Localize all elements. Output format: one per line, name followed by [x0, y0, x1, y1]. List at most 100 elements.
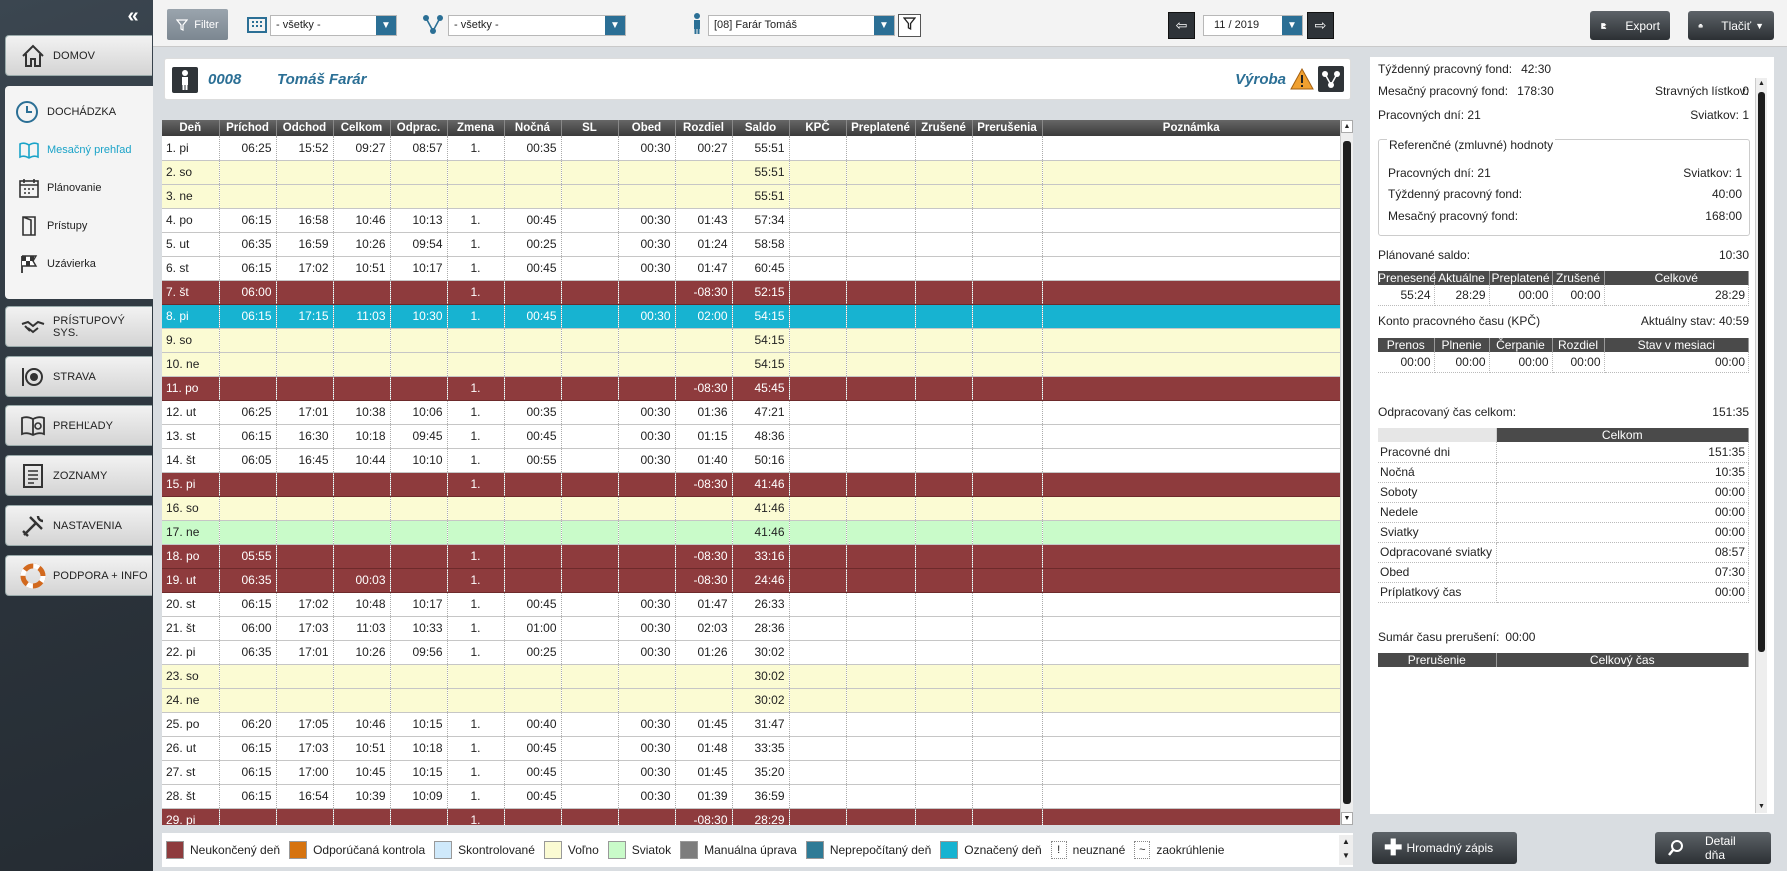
- group-select[interactable]: - všetky - ▼: [448, 15, 626, 36]
- sub-pristupy[interactable]: Prístupy: [18, 215, 87, 237]
- totals-label: Obed: [1378, 562, 1497, 583]
- scroll-thumb[interactable]: [1343, 141, 1351, 804]
- table-row[interactable]: 26. ut 06:15 17:03 10:51 10:18 1. 00:45 00:30 01…: [162, 736, 1341, 761]
- nav-strava[interactable]: STRAVA: [5, 356, 152, 397]
- table-row[interactable]: 15. pi 1. -08:30 41:46: [162, 472, 1341, 497]
- table-cell: [972, 616, 1043, 641]
- scroll-up-icon[interactable]: ▲: [1758, 80, 1765, 87]
- column-header[interactable]: Deň: [162, 120, 220, 136]
- table-row[interactable]: 25. po 06:20 17:05 10:46 10:15 1. 00:40 00:30 01…: [162, 712, 1341, 737]
- ref-workdays-row: Pracovných dní: 21 Sviatkov: 1: [1388, 166, 1742, 180]
- nav-podpora[interactable]: PODPORA + INFO: [5, 555, 152, 596]
- table-cell: 05:55: [219, 544, 277, 569]
- bulk-entry-button[interactable]: ✚ Hromadný zápis: [1372, 832, 1517, 864]
- column-header[interactable]: Odchod: [276, 120, 334, 136]
- table-row[interactable]: 20. st 06:15 17:02 10:48 10:17 1. 00:45 00:30 01…: [162, 592, 1341, 617]
- sub-planovanie[interactable]: Plánovanie: [18, 177, 101, 199]
- nav-dochadzka[interactable]: DOCHÁDZKA: [14, 99, 116, 125]
- label: Aktuálny stav:: [1640, 314, 1716, 328]
- collapse-sidebar-icon[interactable]: «: [127, 5, 139, 27]
- table-row[interactable]: 4. po 06:15 16:58 10:46 10:13 1. 00:45 00:30 01:…: [162, 208, 1341, 233]
- column-header[interactable]: Saldo: [732, 120, 790, 136]
- scroll-down-icon[interactable]: ▼: [1342, 851, 1350, 860]
- scroll-up-icon[interactable]: ▲: [1342, 837, 1350, 846]
- table-row[interactable]: 7. št 06:00 1. -08:30 52:15: [162, 280, 1341, 305]
- sidebar: « DOMOV DOCHÁDZKA Mesačný prehľad Plánov…: [0, 0, 153, 871]
- column-header[interactable]: Poznámka: [1042, 120, 1341, 136]
- scroll-down-icon[interactable]: ▼: [1758, 803, 1765, 810]
- sub-label: Uzávierka: [47, 258, 96, 270]
- hierarchy-icon: [423, 15, 443, 34]
- table-cell: 00:45: [504, 784, 562, 809]
- table-row[interactable]: 12. ut 06:25 17:01 10:38 10:06 1. 00:35 00:30 01…: [162, 400, 1341, 425]
- column-header[interactable]: Nočná: [504, 120, 562, 136]
- scroll-up-icon[interactable]: ▲: [1341, 120, 1353, 133]
- column-header[interactable]: Zrušené: [915, 120, 973, 136]
- scroll-down-icon[interactable]: ▼: [1341, 812, 1353, 825]
- nav-domov[interactable]: DOMOV: [5, 35, 152, 76]
- scroll-thumb[interactable]: [1758, 92, 1765, 652]
- day-detail-button[interactable]: Detail dňa: [1655, 832, 1771, 864]
- table-row[interactable]: 28. št 06:15 16:54 10:39 10:09 1. 00:45 00:30 01…: [162, 784, 1341, 809]
- table-row[interactable]: 11. po 1. -08:30 45:45: [162, 376, 1341, 401]
- org-select[interactable]: - všetky - ▼: [270, 15, 397, 36]
- legend-scroll[interactable]: ▲ ▼: [1339, 835, 1353, 865]
- table-row[interactable]: 19. ut 06:35 00:03 1. -08:30 24:46: [162, 568, 1341, 593]
- table-row[interactable]: 8. pi 06:15 17:15 11:03 10:30 1. 00:45 00:30 02:…: [162, 304, 1341, 329]
- column-header[interactable]: KPČ: [789, 120, 847, 136]
- table-row[interactable]: 10. ne 54:15: [162, 352, 1341, 377]
- totals-value: 10:35: [1496, 462, 1749, 483]
- print-button[interactable]: Tlačiť ▼: [1688, 11, 1774, 40]
- table-row[interactable]: 16. so 41:46: [162, 496, 1341, 521]
- table-row[interactable]: 14. št 06:05 16:45 10:44 10:10 1. 00:55 00:30 01…: [162, 448, 1341, 473]
- sub-uzavierka[interactable]: Uzávierka: [18, 253, 96, 275]
- filter-button[interactable]: Filter: [167, 9, 228, 40]
- column-header[interactable]: Preplatené: [846, 120, 916, 136]
- grid-scrollbar[interactable]: ▲ ▼: [1340, 120, 1353, 825]
- table-cell: [972, 232, 1043, 257]
- table-row[interactable]: 2. so 55:51: [162, 160, 1341, 185]
- table-row[interactable]: 22. pi 06:35 17:01 10:26 09:56 1. 00:25 00:30 01…: [162, 640, 1341, 665]
- table-cell: 1.: [447, 784, 505, 809]
- table-row[interactable]: 13. st 06:15 16:30 10:18 09:45 1. 00:45 00:30 01…: [162, 424, 1341, 449]
- nav-nastavenia[interactable]: NASTAVENIA: [5, 505, 152, 546]
- column-header[interactable]: Zmena: [447, 120, 505, 136]
- next-month-button[interactable]: ⇨: [1307, 12, 1334, 39]
- table-row[interactable]: 17. ne 41:46: [162, 520, 1341, 545]
- table-row[interactable]: 21. št 06:00 17:03 11:03 10:33 1. 01:00 00:30 02…: [162, 616, 1341, 641]
- column-header[interactable]: SL: [561, 120, 619, 136]
- table-row[interactable]: 24. ne 30:02: [162, 688, 1341, 713]
- table-row[interactable]: 23. so 30:02: [162, 664, 1341, 689]
- column-header[interactable]: Prerušenia: [972, 120, 1043, 136]
- person-select[interactable]: [08] Farár Tomáš ▼: [708, 15, 895, 36]
- tools-icon: [22, 515, 44, 537]
- table-row[interactable]: 3. ne 55:51: [162, 184, 1341, 209]
- table-cell: [618, 688, 676, 713]
- export-button[interactable]: Export: [1590, 11, 1670, 40]
- nav-pristupovy-sys[interactable]: PRÍSTUPOVÝ SYS.: [5, 306, 152, 347]
- table-row[interactable]: 27. st 06:15 17:00 10:45 10:15 1. 00:45 00:30 01…: [162, 760, 1341, 785]
- summary-scrollbar[interactable]: ▲ ▼: [1755, 78, 1767, 813]
- table-row[interactable]: 5. ut 06:35 16:59 10:26 09:54 1. 00:25 00:30 01:…: [162, 232, 1341, 257]
- mini-value: 00:00: [1552, 285, 1605, 306]
- column-header[interactable]: Príchod: [219, 120, 277, 136]
- column-header[interactable]: Rozdiel: [675, 120, 733, 136]
- table-row[interactable]: 18. po 05:55 1. -08:30 33:16: [162, 544, 1341, 569]
- table-row[interactable]: 9. so 54:15: [162, 328, 1341, 353]
- person-filter-button[interactable]: [898, 14, 921, 37]
- warning-icon[interactable]: [1290, 68, 1314, 90]
- table-row[interactable]: 1. pi 06:25 15:52 09:27 08:57 1. 00:35 00:30 00:…: [162, 136, 1341, 161]
- hierarchy-button[interactable]: [1318, 66, 1344, 92]
- column-header[interactable]: Odprac.: [390, 120, 448, 136]
- table-row[interactable]: 6. st 06:15 17:02 10:51 10:17 1. 00:45 00:30 01:…: [162, 256, 1341, 281]
- nav-prehlady[interactable]: PREHĽADY: [5, 405, 152, 446]
- table-cell: [504, 184, 562, 209]
- month-select[interactable]: 11 / 2019 ▼: [1203, 15, 1303, 36]
- column-header[interactable]: Celkom: [333, 120, 391, 136]
- sub-mesacny-prehlad[interactable]: Mesačný prehľad: [18, 139, 132, 161]
- prev-month-button[interactable]: ⇦: [1168, 12, 1195, 39]
- nav-zoznamy[interactable]: ZOZNAMY: [5, 455, 152, 496]
- table-row[interactable]: 29. pi 1. -08:30 28:29: [162, 808, 1341, 825]
- table-cell: 12. ut: [162, 400, 220, 425]
- column-header[interactable]: Obed: [618, 120, 676, 136]
